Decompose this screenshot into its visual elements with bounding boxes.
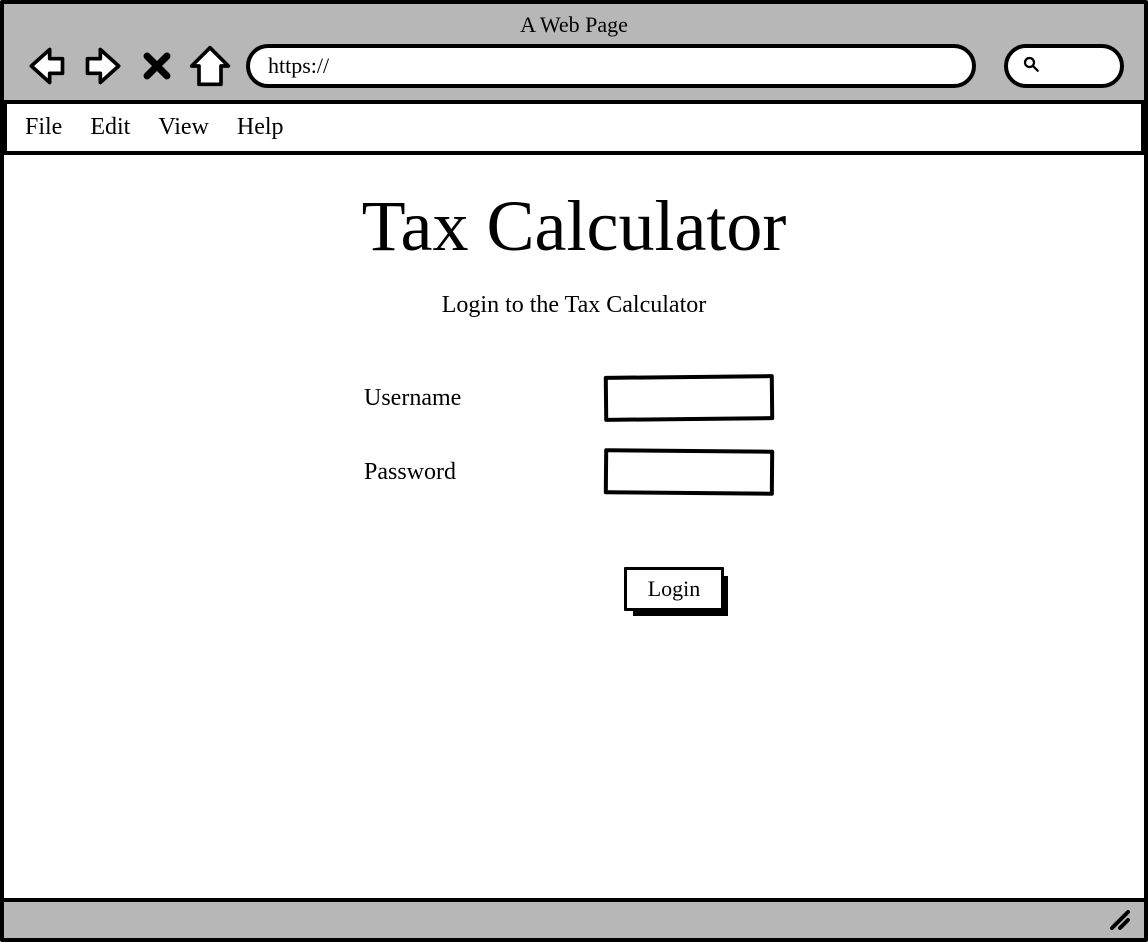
menu-file[interactable]: File — [25, 114, 62, 141]
password-label: Password — [364, 459, 564, 486]
browser-chrome: A Web Page https:// — [4, 4, 1144, 104]
password-input[interactable] — [604, 448, 774, 495]
browser-controls: https:// — [24, 44, 1124, 88]
menubar: File Edit View Help — [3, 104, 1145, 155]
url-text: https:// — [268, 53, 329, 79]
page-content: Tax Calculator Login to the Tax Calculat… — [4, 155, 1144, 898]
address-bar[interactable]: https:// — [246, 44, 976, 88]
forward-arrow-icon[interactable] — [82, 44, 126, 88]
username-input[interactable] — [604, 374, 774, 422]
page-title: Tax Calculator — [362, 185, 787, 268]
username-label: Username — [364, 385, 564, 412]
login-button[interactable]: Login — [624, 567, 724, 611]
statusbar — [4, 898, 1144, 938]
page-subtitle: Login to the Tax Calculator — [442, 292, 706, 319]
home-icon[interactable] — [188, 44, 232, 88]
search-pill[interactable] — [1004, 44, 1124, 88]
search-icon — [1022, 55, 1040, 78]
login-button-wrap: Login — [364, 567, 784, 611]
login-form: Username Password — [364, 375, 784, 495]
menu-view[interactable]: View — [158, 114, 209, 141]
resize-grip-icon[interactable] — [1106, 906, 1130, 935]
stop-x-icon[interactable] — [140, 49, 174, 83]
browser-window: A Web Page https:// Fi — [0, 0, 1148, 942]
browser-title: A Web Page — [24, 12, 1124, 38]
menu-help[interactable]: Help — [237, 114, 284, 141]
back-arrow-icon[interactable] — [24, 44, 68, 88]
menu-edit[interactable]: Edit — [90, 114, 130, 141]
